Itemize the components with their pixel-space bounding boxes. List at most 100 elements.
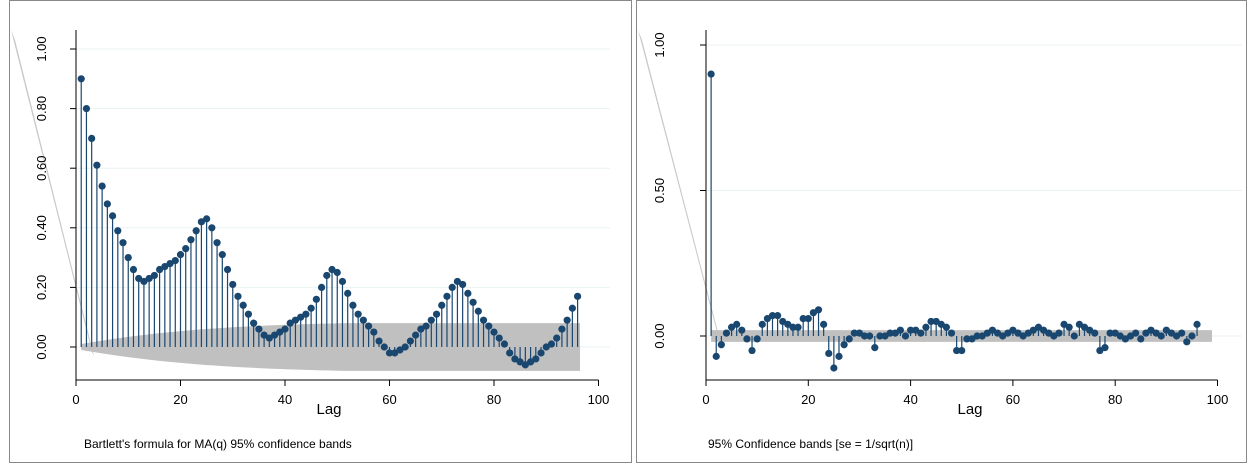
acf-point — [443, 292, 451, 300]
acf-point — [375, 337, 383, 345]
acf-point — [255, 325, 263, 333]
pacf-point — [866, 332, 874, 340]
pacf-point — [1101, 344, 1109, 352]
acf-y-ticks: 0.00 0.20 0.40 0.60 0.80 1.00 — [34, 36, 49, 359]
pacf-y-tick-label: 1.00 — [652, 32, 667, 57]
pacf-spikes — [710, 74, 1198, 369]
pacf-point — [973, 332, 981, 340]
pacf-x-tick-label: 20 — [801, 392, 815, 407]
acf-point — [145, 274, 153, 283]
acf-point — [490, 328, 498, 336]
acf-point — [365, 322, 373, 330]
acf-point — [317, 283, 326, 291]
pacf-point — [774, 312, 782, 320]
acf-point — [323, 271, 331, 280]
acf-point — [98, 182, 106, 190]
pacf-point — [748, 346, 756, 355]
pacf-point — [799, 314, 807, 323]
pacf-point — [1178, 329, 1186, 337]
acf-point — [537, 349, 545, 357]
acf-point — [302, 310, 310, 318]
pacf-x-tick-label: 60 — [1006, 392, 1020, 407]
acf-point — [281, 325, 289, 333]
acf-point — [239, 301, 247, 309]
pacf-x-axis-title: Lag — [957, 401, 982, 418]
acf-point — [506, 349, 514, 357]
acf-point — [500, 340, 509, 348]
acf-point — [213, 239, 221, 247]
pacf-point — [814, 306, 823, 314]
acf-point — [129, 265, 138, 274]
acf-point — [354, 310, 362, 318]
acf-y-tick-label: 0.80 — [34, 96, 49, 121]
acf-point — [312, 295, 320, 303]
pacf-point — [712, 352, 720, 360]
acf-point — [474, 307, 482, 315]
acf-point — [438, 301, 446, 309]
pacf-point — [738, 326, 746, 334]
acf-point — [260, 331, 268, 339]
acf-point — [93, 161, 101, 169]
acf-point — [229, 280, 237, 289]
acf-x-tick-label: 60 — [382, 392, 396, 407]
pacf-point — [1183, 338, 1191, 346]
pacf-x-tick-label: 0 — [702, 392, 709, 407]
pacf-note: 95% Confidence bands [se = 1/sqrt(n)] — [708, 437, 913, 451]
pacf-panel: 0.00 0.50 1.00 0 20 40 60 80 100 Lag 95% Confid… — [636, 0, 1247, 463]
acf-point — [495, 334, 503, 342]
acf-confidence-band — [81, 323, 580, 371]
acf-point — [208, 224, 216, 232]
pacf-point — [958, 346, 966, 355]
acf-point — [553, 334, 561, 342]
acf-point — [396, 346, 404, 354]
acf-point — [558, 325, 566, 333]
acf-panel-frame — [9, 0, 632, 463]
acf-point — [156, 265, 164, 274]
pacf-point — [876, 332, 884, 340]
acf-point — [333, 268, 341, 277]
pacf-point — [733, 320, 741, 328]
acf-axes — [70, 30, 599, 386]
pacf-y-tick-label: 0.50 — [652, 178, 667, 203]
pacf-point — [886, 329, 894, 337]
pacf-point — [1188, 332, 1196, 340]
acf-point — [244, 310, 253, 318]
acf-point — [547, 340, 556, 348]
pacf-x-tick-label: 40 — [903, 392, 917, 407]
pacf-point — [1091, 329, 1099, 337]
pacf-point — [845, 335, 853, 343]
acf-point — [574, 292, 582, 300]
acf-x-tick-label: 100 — [588, 392, 610, 407]
pacf-point — [896, 326, 904, 334]
acf-point — [234, 292, 242, 300]
acf-point — [108, 212, 117, 220]
acf-y-tick-label: 0.20 — [34, 275, 49, 300]
acf-spikes — [80, 78, 579, 365]
acf-point — [182, 245, 190, 253]
pacf-point — [794, 323, 802, 331]
pacf-point — [1193, 320, 1201, 328]
acf-x-axis-title: Lag — [316, 401, 341, 418]
pacf-panel-frame — [636, 0, 1247, 463]
acf-point — [349, 301, 357, 309]
pacf-y-tick-label: 0.00 — [652, 323, 667, 348]
pacf-point — [1132, 329, 1140, 337]
acf-point — [203, 215, 211, 223]
acf-y-tick-label: 0.40 — [34, 215, 49, 240]
acf-point — [82, 105, 91, 113]
acf-point — [432, 310, 441, 318]
pacf-point — [830, 364, 838, 372]
acf-point — [307, 304, 315, 312]
pacf-point — [789, 323, 797, 331]
pacf-point — [963, 335, 971, 343]
pacf-point — [758, 320, 766, 328]
pacf-point — [743, 335, 751, 343]
acf-point — [77, 75, 85, 83]
pacf-point — [753, 335, 761, 343]
acf-point — [401, 343, 409, 351]
acf-y-tick-label: 0.60 — [34, 156, 49, 181]
acf-point — [459, 280, 467, 289]
pacf-point — [860, 332, 869, 340]
pacf-point — [1070, 332, 1078, 340]
